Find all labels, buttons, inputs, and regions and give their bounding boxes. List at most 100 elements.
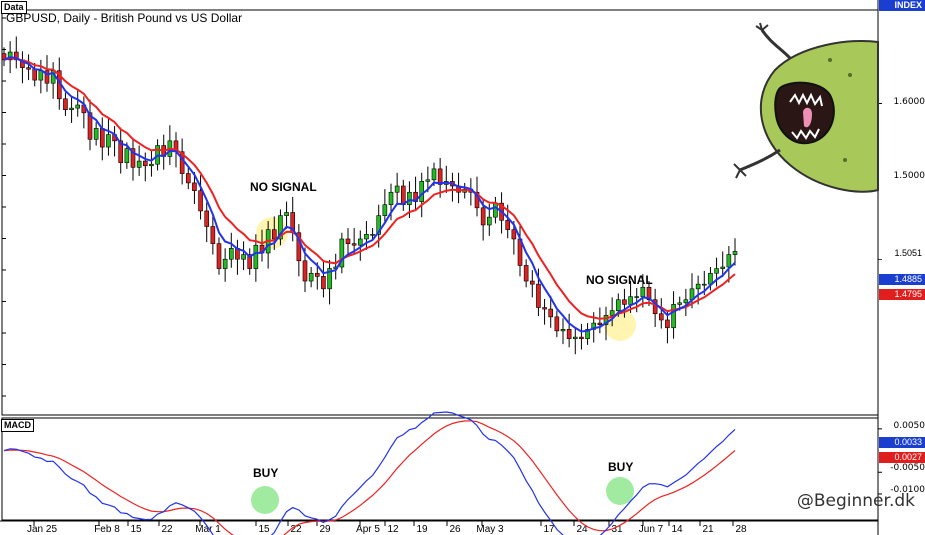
time-tick-label: 14: [671, 524, 683, 535]
time-tick-label: 31: [611, 524, 623, 535]
bear-candle: [142, 160, 148, 167]
time-tick-label: 12: [387, 524, 399, 535]
price-tick-1600: 1.6000: [893, 97, 925, 107]
bear-candle: [566, 329, 572, 339]
bull-candle: [634, 296, 640, 298]
current-price-label: 1.5051: [879, 248, 925, 259]
bull-candle: [75, 104, 81, 109]
bull-candle: [714, 268, 719, 274]
bull-candle: [585, 329, 590, 339]
bear-candle: [314, 272, 320, 277]
index-label: INDEX: [879, 0, 925, 11]
bull-candle: [124, 148, 130, 163]
bull-candle: [278, 215, 283, 240]
bull-candle: [493, 202, 498, 218]
bear-candle: [302, 260, 308, 282]
bull-candle: [7, 51, 13, 61]
time-tick-label: 24: [576, 524, 588, 535]
ema-slow-price-label: 1.4795: [879, 289, 925, 300]
buy-highlight-1: [251, 486, 279, 514]
time-tick-label: Feb 8: [94, 524, 120, 535]
bear-candle: [345, 238, 351, 244]
bull-candle: [640, 286, 646, 297]
macd-tick-0050: 0.0050: [893, 421, 925, 431]
bull-candle: [425, 179, 431, 182]
macd-panel-tag: MACD: [1, 419, 34, 432]
bull-candle: [695, 283, 701, 290]
time-tick-label: May 3: [476, 524, 504, 535]
bull-candle: [327, 268, 332, 290]
bull-candle: [431, 168, 437, 181]
time-tick-label: 26: [449, 524, 461, 535]
time-tick-label: 29: [319, 524, 331, 535]
bull-candle: [628, 296, 633, 305]
bull-candle: [671, 304, 676, 329]
chart-title: GBPUSD, Daily - British Pound vs US Doll…: [6, 11, 243, 25]
macd-signal-line: [3, 420, 736, 535]
bear-candle: [548, 308, 554, 318]
bear-candle: [542, 307, 547, 310]
bull-candle: [394, 185, 400, 193]
bull-candle: [357, 238, 363, 246]
bear-candle: [437, 168, 443, 185]
bull-candle: [136, 160, 142, 168]
bull-candle: [603, 315, 609, 325]
bear-candle: [505, 219, 511, 230]
bear-candle: [665, 319, 670, 329]
bull-candle: [228, 248, 234, 260]
bear-candle: [32, 68, 38, 81]
bear-candle: [271, 229, 277, 240]
bull-candle: [726, 254, 732, 268]
bear-candle: [296, 232, 302, 262]
bear-candle: [579, 336, 584, 339]
bull-candle: [339, 238, 345, 268]
time-tick-label: 15: [130, 524, 142, 535]
ema-slow-line: [3, 57, 736, 320]
bear-candle: [1, 53, 7, 61]
bull-candle: [370, 234, 375, 236]
bear-candle: [13, 51, 19, 61]
bear-candle: [204, 210, 210, 227]
bull-candle: [591, 322, 597, 330]
bull-candle: [708, 272, 713, 285]
bull-candle: [419, 181, 425, 202]
bear-candle: [198, 190, 203, 212]
bear-candle: [99, 128, 105, 148]
time-tick-label: 22: [161, 524, 173, 535]
bear-candle: [554, 316, 560, 332]
bear-candle: [536, 283, 541, 308]
bear-candle: [321, 276, 326, 290]
ema-fast-line: [3, 56, 736, 333]
bull-candle: [486, 216, 492, 226]
bear-candle: [511, 229, 517, 240]
bull-candle: [106, 134, 111, 148]
bear-candle: [87, 112, 93, 140]
bear-candle: [63, 98, 68, 110]
bull-candle: [382, 204, 388, 216]
bear-candle: [210, 226, 216, 244]
bear-candle: [646, 286, 652, 301]
time-tick-label: Mar 1: [195, 524, 221, 535]
bear-candle: [130, 148, 136, 168]
bull-candle: [388, 191, 394, 206]
time-tick-label: 19: [416, 524, 428, 535]
watermark: @Beginner.dk: [796, 491, 915, 511]
bear-candle: [351, 243, 357, 246]
bull-candle: [222, 258, 228, 269]
screaming-monster-cartoon: [733, 22, 879, 193]
bull-candle: [38, 70, 44, 81]
bull-candle: [253, 244, 259, 269]
time-tick-label: Apr 5: [356, 524, 380, 535]
bear-candle: [622, 299, 627, 305]
time-tick-label: 22: [290, 524, 302, 535]
bull-candle: [615, 299, 621, 311]
bear-candle: [652, 299, 658, 315]
time-tick-label: Jun 7: [639, 524, 664, 535]
bear-candle: [529, 280, 535, 285]
bull-candle: [241, 254, 246, 260]
main-panel-tag: Data: [1, 1, 27, 14]
bull-candle: [93, 128, 99, 140]
macd-blue-label: 0.0033: [879, 437, 925, 448]
time-tick-label: 17: [543, 524, 555, 535]
